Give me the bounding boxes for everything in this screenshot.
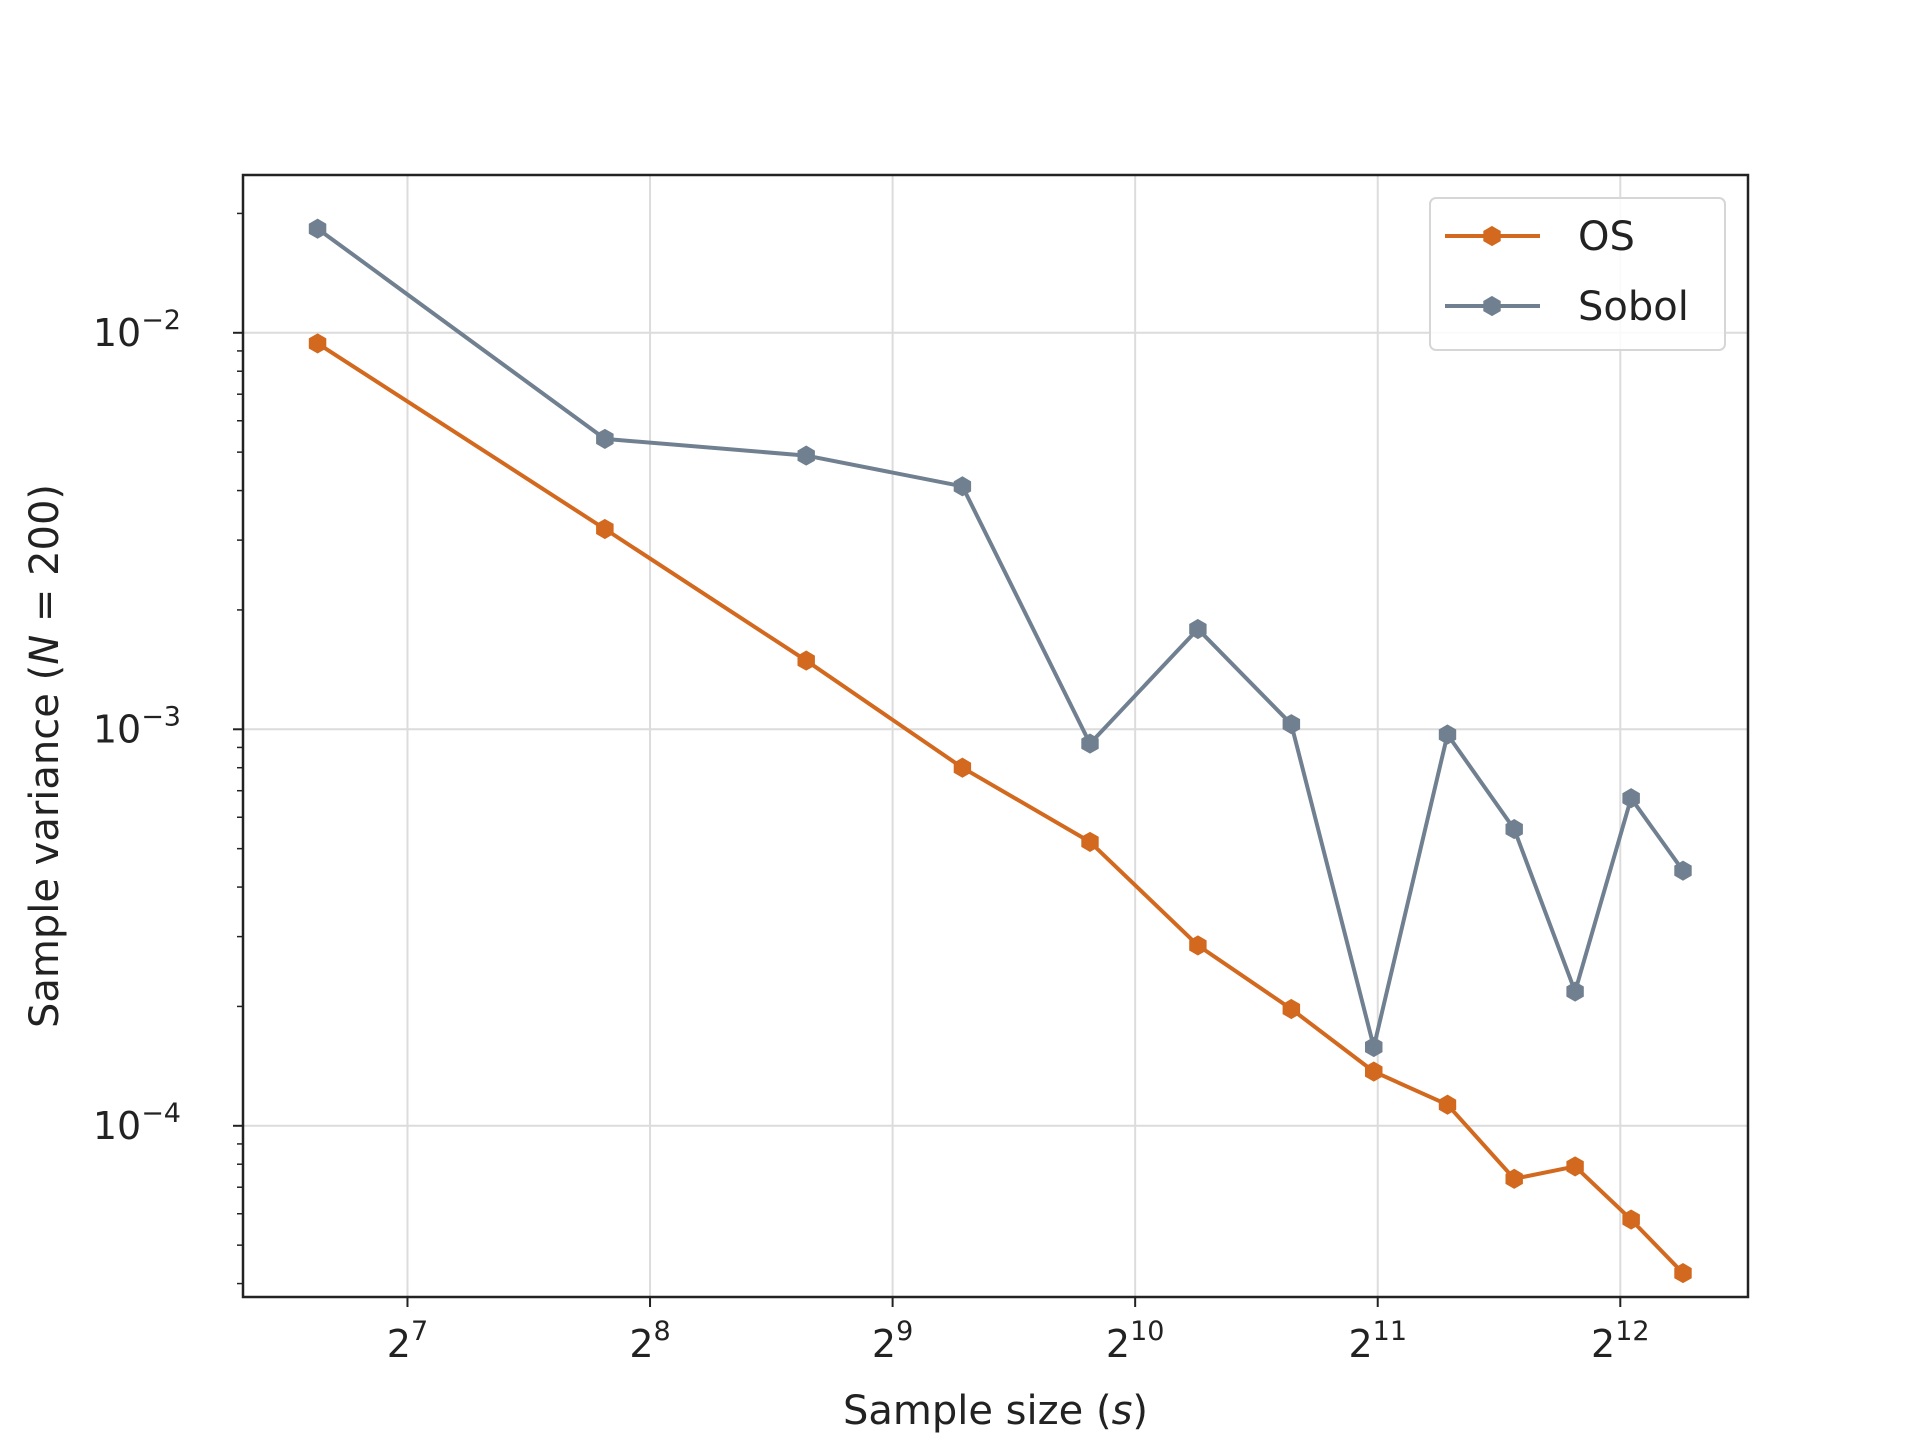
legend[interactable]: OS Sobol (1429, 197, 1726, 351)
y-tick-label: 10−3 (93, 701, 181, 751)
legend-label: Sobol (1578, 284, 1689, 330)
x-tick-base: 2 (1106, 1322, 1130, 1366)
data-point (1438, 1094, 1457, 1115)
x-tick-label: 29 (872, 1316, 913, 1366)
legend-item-sobol[interactable]: Sobol (1445, 284, 1689, 330)
plot-frame (241, 173, 1750, 1299)
data-point (1282, 714, 1301, 735)
legend-marker (1483, 295, 1501, 317)
data-point (1081, 733, 1099, 754)
x-tick-label: 28 (629, 1316, 670, 1366)
data-point (1622, 788, 1640, 809)
x-axis-label: Sample size (s) (843, 1388, 1148, 1434)
y-axis-label-var: N (22, 635, 68, 665)
data-point (1438, 724, 1457, 745)
y-tick-label: 10−2 (93, 305, 181, 355)
y-tick-label: 10−4 (93, 1098, 181, 1148)
x-tick-base: 2 (1591, 1322, 1615, 1366)
data-point (1566, 1156, 1584, 1177)
x-tick-label: 212 (1591, 1316, 1650, 1366)
x-tick-base: 2 (629, 1322, 653, 1366)
x-tick-label: 211 (1348, 1316, 1407, 1366)
data-point (953, 476, 972, 497)
legend-marker (1483, 225, 1501, 247)
data-point (308, 333, 327, 354)
data-point (1081, 831, 1099, 852)
x-axis-label-prefix: Sample size ( (843, 1388, 1112, 1434)
x-tick-label: 210 (1106, 1316, 1165, 1366)
y-tick-exponent: −4 (141, 1098, 181, 1129)
data-point (1505, 819, 1523, 840)
x-tick-exponent: 9 (896, 1316, 913, 1347)
x-tick-exponent: 8 (654, 1316, 671, 1347)
x-tick-exponent: 7 (411, 1316, 428, 1347)
x-tick-base: 2 (387, 1322, 411, 1366)
series-sobol (308, 218, 1692, 1058)
x-tick-exponent: 10 (1130, 1316, 1164, 1347)
data-point (1622, 1209, 1640, 1230)
x-axis-label-suffix: ) (1132, 1388, 1148, 1434)
y-tick-base: 10 (93, 311, 141, 355)
series-layer (308, 218, 1692, 1284)
data-point (1365, 1036, 1383, 1058)
data-point (1674, 860, 1692, 881)
x-axis-label-var: s (1112, 1388, 1133, 1434)
y-tick-base: 10 (93, 1104, 141, 1148)
series-os (308, 333, 1692, 1284)
legend-label: OS (1578, 214, 1635, 260)
data-point (308, 218, 327, 239)
data-point (1505, 1168, 1523, 1189)
x-tick-exponent: 12 (1615, 1316, 1649, 1347)
y-tick-exponent: −2 (141, 305, 181, 336)
data-point (1189, 618, 1207, 640)
legend-item-os[interactable]: OS (1445, 214, 1635, 260)
data-point (596, 428, 614, 449)
x-tick-label: 27 (387, 1316, 428, 1366)
data-point (1365, 1061, 1383, 1082)
data-point (596, 518, 614, 540)
data-point (1674, 1263, 1692, 1284)
data-point (953, 757, 972, 778)
data-point (797, 650, 815, 671)
y-axis-label: Sample variance (N = 200) (22, 484, 68, 1028)
data-point (1189, 935, 1207, 956)
x-tick-exponent: 11 (1373, 1316, 1407, 1347)
data-point (1566, 981, 1584, 1002)
x-tick-base: 2 (872, 1322, 896, 1366)
major-ticks (233, 331, 1622, 1307)
y-axis-label-suffix: = 200) (22, 484, 68, 635)
data-point (1282, 998, 1301, 1020)
data-point (797, 445, 815, 466)
x-tick-base: 2 (1348, 1322, 1372, 1366)
y-tick-exponent: −3 (141, 701, 181, 732)
y-axis-label-prefix: Sample variance ( (22, 665, 68, 1028)
y-tick-base: 10 (93, 707, 141, 751)
